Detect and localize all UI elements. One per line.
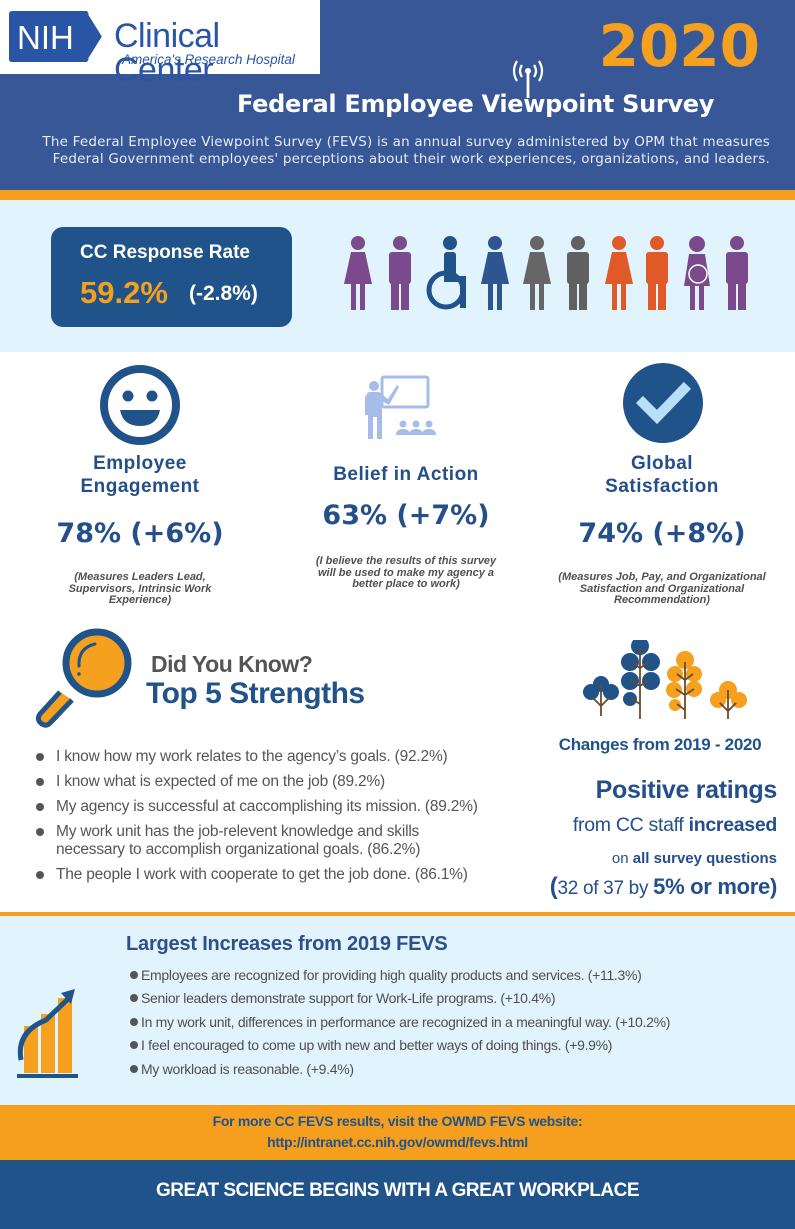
metric-title: Employee Engagement bbox=[80, 453, 200, 497]
antenna-signal-icon bbox=[512, 60, 544, 98]
metric-title: Belief in Action bbox=[333, 464, 479, 485]
response-rate-value: 59.2% bbox=[80, 275, 168, 310]
page-title: Federal Employee Viewpoint Survey bbox=[237, 90, 715, 118]
female-person-icon bbox=[344, 236, 372, 310]
response-rate-change: (-2.8%) bbox=[189, 282, 258, 305]
pregnant-woman-icon bbox=[684, 236, 710, 310]
largest-increases-title: Largest Increases from 2019 FEVS bbox=[126, 933, 448, 955]
survey-description: The Federal Employee Viewpoint Survey (F… bbox=[42, 134, 770, 167]
footer-tagline: GREAT SCIENCE BEGINS WITH A GREAT WORKPL… bbox=[155, 1180, 640, 1201]
list-item: The people I work with cooperate to get … bbox=[36, 866, 526, 884]
list-item: I know what is expected of me on the job… bbox=[36, 773, 526, 791]
metric-belief-in-action: Belief in Action 63% (+7%) (I believe th… bbox=[281, 463, 531, 591]
header-divider bbox=[0, 190, 795, 200]
bullet-icon bbox=[36, 828, 44, 836]
male-person-icon bbox=[646, 236, 668, 310]
male-person-icon bbox=[567, 236, 589, 310]
bullet-icon bbox=[130, 1041, 138, 1050]
nih-clinical-center-logo[interactable]: NIH Clinical Center America's Research H… bbox=[0, 0, 320, 87]
footer-banner: GREAT SCIENCE BEGINS WITH A GREAT WORKPL… bbox=[0, 1160, 795, 1229]
section-divider bbox=[0, 912, 795, 916]
response-rate-label: CC Response Rate bbox=[80, 242, 250, 263]
trees-icon bbox=[583, 640, 747, 719]
metric-employee-engagement: Employee Engagement 78% (+6%) (Measures … bbox=[15, 452, 265, 607]
female-person-icon bbox=[481, 236, 509, 310]
tree-icon bbox=[621, 640, 660, 719]
smiley-icon bbox=[100, 365, 180, 445]
positive-ratings-line4: (32 of 37 by 5% or more) bbox=[549, 873, 778, 900]
list-item: My workload is reasonable. (+9.4%) bbox=[130, 1060, 770, 1079]
list-item: In my work unit, differences in performa… bbox=[130, 1013, 770, 1032]
checkmark-icon bbox=[623, 363, 703, 443]
list-item: Employees are recognized for providing h… bbox=[130, 966, 770, 985]
wheelchair-user-icon bbox=[426, 236, 466, 310]
positive-ratings-line3: on all survey questions bbox=[611, 850, 777, 867]
metric-title: Global Satisfaction bbox=[605, 453, 719, 497]
metric-value: 63% (+7%) bbox=[322, 500, 490, 531]
metric-note: (I believe the results of this survey wi… bbox=[315, 555, 497, 590]
list-item: My agency is successful at caccomplishin… bbox=[36, 798, 526, 816]
top-strengths-list: I know how my work relates to the agency… bbox=[36, 748, 526, 891]
header-banner: NIH Clinical Center America's Research H… bbox=[0, 0, 795, 190]
female-person-icon bbox=[523, 236, 551, 310]
bullet-icon bbox=[36, 803, 44, 811]
tree-icon bbox=[710, 681, 747, 719]
tree-icon bbox=[583, 676, 619, 716]
bullet-icon bbox=[130, 1017, 138, 1026]
bullet-icon bbox=[130, 971, 138, 979]
fevs-website-link[interactable]: http://intranet.cc.nih.gov/owmd/fevs.htm… bbox=[267, 1134, 528, 1150]
growth-chart-icon bbox=[17, 989, 78, 1078]
tree-icon bbox=[666, 651, 702, 719]
female-person-icon bbox=[605, 236, 633, 310]
svg-text:NIH: NIH bbox=[17, 19, 74, 56]
bullet-icon bbox=[36, 778, 44, 786]
male-person-icon bbox=[389, 236, 411, 310]
response-rate-section: CC Response Rate 59.2% (-2.8%) bbox=[0, 200, 795, 352]
list-item: Senior leaders demonstrate support for W… bbox=[130, 989, 770, 1008]
logo-name: Clinical Center bbox=[114, 17, 220, 89]
metric-global-satisfaction: Global Satisfaction 74% (+8%) (Measures … bbox=[537, 452, 787, 607]
top-strengths-title: Top 5 Strengths bbox=[146, 677, 365, 710]
positive-ratings-heading: Positive ratings bbox=[595, 776, 778, 804]
list-item: I feel encouraged to come up with new an… bbox=[130, 1036, 770, 1055]
metric-note: (Measures Leaders Lead, Supervisors, Int… bbox=[68, 571, 212, 606]
bullet-icon bbox=[130, 1064, 138, 1073]
did-you-know-label: Did You Know? bbox=[151, 651, 313, 677]
logo-tagline: America's Research Hospital bbox=[122, 52, 295, 67]
largest-increases-list: Employees are recognized for providing h… bbox=[130, 966, 770, 1083]
metric-note: (Measures Job, Pay, and Organizational S… bbox=[558, 571, 766, 606]
nih-logo-icon: NIH bbox=[9, 11, 105, 62]
changes-title: Changes from 2019 - 2020 bbox=[558, 735, 762, 754]
list-item: My work unit has the job-relevent knowle… bbox=[36, 823, 466, 859]
metric-value: 74% (+8%) bbox=[578, 518, 746, 549]
male-person-icon bbox=[726, 236, 748, 310]
bullet-icon bbox=[130, 994, 138, 1003]
more-info-banner: For more CC FEVS results, visit the OWMD… bbox=[0, 1105, 795, 1160]
bullet-icon bbox=[36, 753, 44, 761]
survey-year: 2020 bbox=[598, 12, 760, 80]
response-rate-card: CC Response Rate 59.2% (-2.8%) bbox=[51, 227, 292, 327]
diverse-people-icons bbox=[344, 236, 748, 310]
magnifying-glass-icon bbox=[35, 628, 132, 728]
largest-increases-section: Largest Increases from 2019 FEVS Employe… bbox=[0, 916, 795, 1105]
presenter-icon bbox=[365, 375, 436, 439]
list-item: I know how my work relates to the agency… bbox=[36, 748, 526, 766]
metric-value: 78% (+6%) bbox=[56, 518, 224, 549]
more-info-text: For more CC FEVS results, visit the OWMD… bbox=[212, 1113, 583, 1129]
positive-ratings-line2: from CC staff increased bbox=[572, 814, 777, 836]
bullet-icon bbox=[36, 871, 44, 879]
